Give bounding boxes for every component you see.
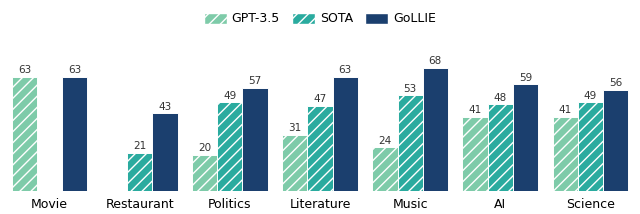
Bar (372, 147, 397, 191)
Text: 63: 63 (68, 65, 81, 76)
Text: 20: 20 (198, 143, 211, 153)
Text: 63: 63 (339, 65, 352, 76)
Bar (12, 77, 37, 191)
Bar (603, 90, 628, 191)
Text: 21: 21 (133, 141, 147, 151)
Text: 56: 56 (609, 78, 622, 88)
Text: 63: 63 (18, 65, 31, 76)
Bar (578, 102, 603, 191)
Text: 47: 47 (314, 94, 326, 104)
Text: 41: 41 (468, 105, 482, 115)
Text: 24: 24 (378, 136, 392, 146)
Text: 53: 53 (403, 83, 417, 94)
Bar (462, 117, 488, 191)
Text: 57: 57 (248, 76, 262, 86)
Bar (552, 117, 578, 191)
Text: 68: 68 (429, 56, 442, 67)
Bar (488, 104, 513, 191)
Bar (152, 113, 178, 191)
Bar (513, 84, 538, 191)
Bar (423, 68, 448, 191)
Text: 49: 49 (584, 91, 597, 101)
Text: 49: 49 (223, 91, 237, 101)
Text: 48: 48 (493, 92, 507, 103)
Bar (192, 155, 217, 191)
Text: 31: 31 (288, 123, 301, 133)
Text: 59: 59 (519, 73, 532, 83)
Bar (282, 135, 307, 191)
Bar (243, 88, 268, 191)
Bar (397, 95, 423, 191)
Bar (333, 77, 358, 191)
Text: 43: 43 (158, 102, 172, 111)
Bar (217, 102, 243, 191)
Bar (62, 77, 88, 191)
Text: 41: 41 (559, 105, 572, 115)
Legend: GPT-3.5, SOTA, GoLLIE: GPT-3.5, SOTA, GoLLIE (199, 7, 441, 31)
Bar (127, 153, 152, 191)
Bar (307, 106, 333, 191)
